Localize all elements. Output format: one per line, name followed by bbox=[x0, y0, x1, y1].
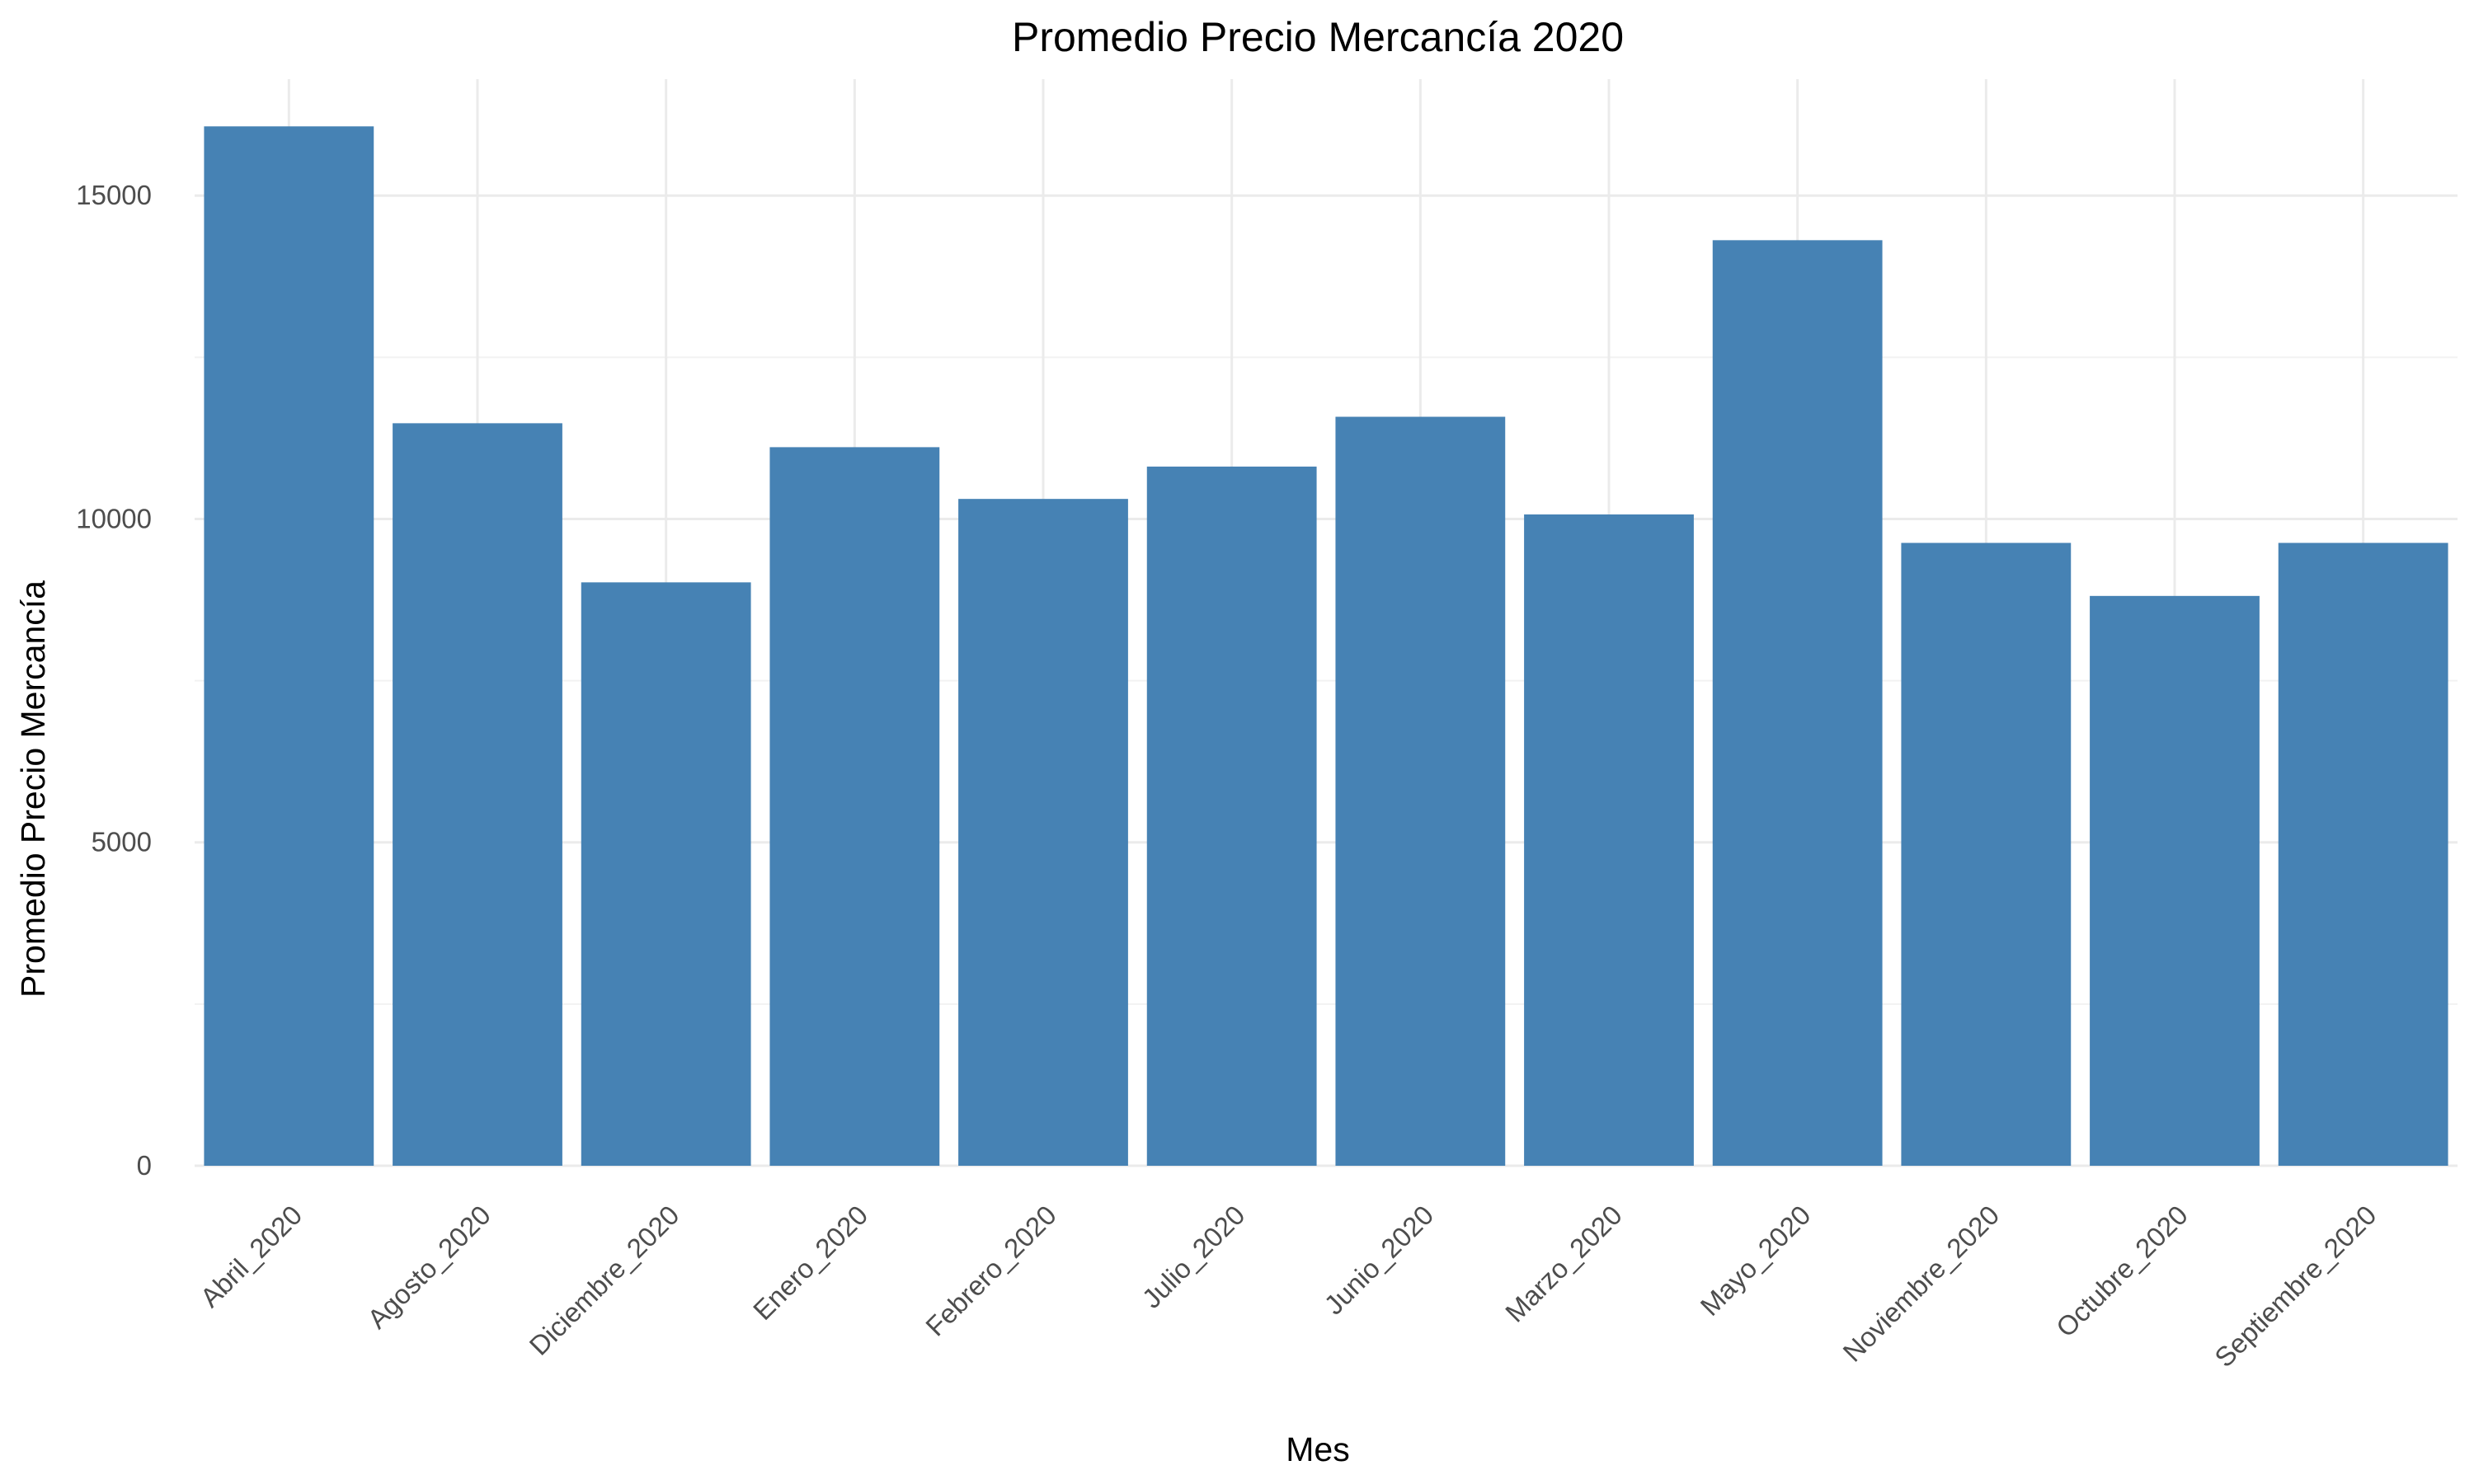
x-tick-label: Diciembre_2020 bbox=[524, 1200, 685, 1361]
x-axis-ticks: Abril_2020 Agosto_2020 Diciembre_2020 Enero… bbox=[195, 1200, 2382, 1373]
chart-title: Promedio Precio Mercancía 2020 bbox=[1012, 14, 1624, 60]
bar-Diciembre_2020 bbox=[581, 582, 751, 1166]
y-tick-label: 0 bbox=[137, 1150, 152, 1181]
bar-Julio_2020 bbox=[1146, 466, 1317, 1166]
bar-Junio_2020 bbox=[1335, 416, 1506, 1166]
bar-Febrero_2020 bbox=[958, 499, 1128, 1166]
x-tick-label: Febrero_2020 bbox=[920, 1200, 1062, 1342]
y-tick-label: 10000 bbox=[76, 503, 152, 533]
y-tick-label: 15000 bbox=[76, 180, 152, 210]
x-tick-label: Julio_2020 bbox=[1136, 1200, 1251, 1314]
x-tick-label: Agosto_2020 bbox=[361, 1200, 496, 1335]
bar-Mayo_2020 bbox=[1712, 240, 1883, 1166]
x-tick-label: Septiembre_2020 bbox=[2208, 1200, 2382, 1373]
bar-Octubre_2020 bbox=[2090, 595, 2260, 1166]
bar-Abril_2020 bbox=[204, 126, 374, 1166]
bar-Agosto_2020 bbox=[393, 423, 562, 1166]
y-axis-title: Promedio Precio Mercancía bbox=[14, 580, 52, 998]
x-tick-label: Octubre_2020 bbox=[2050, 1200, 2194, 1343]
x-tick-label: Noviembre_2020 bbox=[1837, 1200, 2005, 1368]
x-tick-label: Abril_2020 bbox=[195, 1200, 308, 1313]
bar-Septiembre_2020 bbox=[2278, 542, 2448, 1166]
bar-Marzo_2020 bbox=[1524, 514, 1694, 1166]
x-tick-label: Enero_2020 bbox=[747, 1200, 873, 1326]
y-axis-ticks: 0 5000 10000 15000 bbox=[76, 180, 152, 1181]
x-axis-title: Mes bbox=[1286, 1430, 1349, 1468]
x-tick-label: Mayo_2020 bbox=[1694, 1200, 1816, 1322]
y-tick-label: 5000 bbox=[92, 827, 152, 857]
x-tick-label: Junio_2020 bbox=[1318, 1200, 1439, 1321]
bar-Enero_2020 bbox=[769, 447, 940, 1166]
x-tick-label: Marzo_2020 bbox=[1499, 1200, 1628, 1328]
bar-Noviembre_2020 bbox=[1901, 542, 2072, 1166]
bars bbox=[204, 126, 2448, 1166]
